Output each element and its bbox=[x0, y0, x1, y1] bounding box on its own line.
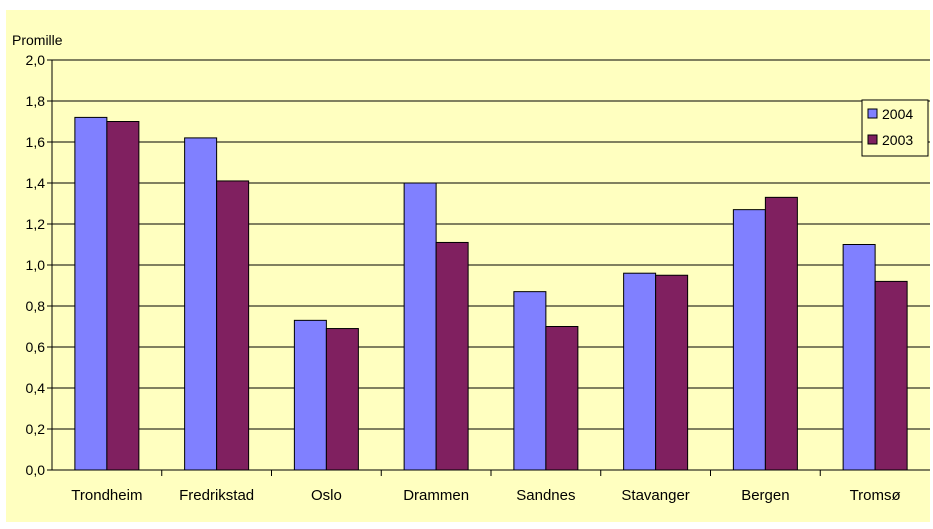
bar-2004-Bergen bbox=[732, 209, 766, 471]
legend-label-2003: 2003 bbox=[882, 132, 913, 148]
x-tick-label: Bergen bbox=[741, 487, 789, 504]
bar-2004-Drammen bbox=[403, 182, 437, 471]
x-tick-label: Trondheim bbox=[71, 487, 142, 504]
bar-2004-Sandnes bbox=[513, 291, 547, 471]
x-tick-label: Fredrikstad bbox=[179, 487, 254, 504]
y-tick-label: 0,0 bbox=[26, 462, 46, 478]
legend-swatch-2004 bbox=[867, 108, 878, 119]
y-tick-label: 1,6 bbox=[26, 134, 46, 150]
y-tick-label: 0,2 bbox=[26, 421, 46, 437]
y-tick-label: 1,4 bbox=[26, 175, 46, 191]
y-tick-label: 1,8 bbox=[26, 93, 46, 109]
bar-2004-Stavanger bbox=[623, 272, 657, 471]
bar-2003-Trondheim bbox=[106, 121, 140, 471]
y-tick-label: 1,2 bbox=[26, 216, 46, 232]
y-tick-label: 0,6 bbox=[26, 339, 46, 355]
axes: 0,0 0,2 0,4 0,6 0,8 1,0 1,2 1,4 1,6 1,8 2,0 Trondhe… bbox=[26, 52, 930, 504]
bar-2003-Sandnes bbox=[545, 326, 579, 471]
x-tick-label: Stavanger bbox=[621, 487, 689, 504]
x-tick-label: Drammen bbox=[403, 487, 469, 504]
bar-2003-Stavanger bbox=[655, 274, 689, 471]
legend-label-2004: 2004 bbox=[882, 106, 913, 122]
bar-2003-Drammen bbox=[435, 241, 469, 471]
bar-2003-Fredrikstad bbox=[216, 180, 250, 471]
x-tick-label: Tromsø bbox=[850, 487, 901, 504]
bar-2003-Bergen bbox=[764, 196, 798, 471]
x-tick-label: Oslo bbox=[311, 487, 342, 504]
bar-2003-Tromsø bbox=[874, 280, 908, 471]
legend-swatch-2003 bbox=[867, 134, 878, 145]
bars bbox=[74, 116, 908, 471]
y-tick-label: 0,8 bbox=[26, 298, 46, 314]
bar-2004-Tromsø bbox=[842, 244, 876, 471]
y-tick-label: 2,0 bbox=[26, 52, 46, 68]
bar-2004-Oslo bbox=[293, 319, 327, 471]
y-axis-label: Promille bbox=[12, 32, 63, 48]
bar-2004-Trondheim bbox=[74, 116, 108, 471]
y-tick-label: 1,0 bbox=[26, 257, 46, 273]
bar-2004-Fredrikstad bbox=[184, 137, 218, 471]
bar-2003-Oslo bbox=[325, 328, 359, 471]
x-tick-label: Sandnes bbox=[516, 487, 575, 504]
legend: 2004 2003 bbox=[861, 99, 929, 157]
y-tick-label: 0,4 bbox=[26, 380, 46, 396]
